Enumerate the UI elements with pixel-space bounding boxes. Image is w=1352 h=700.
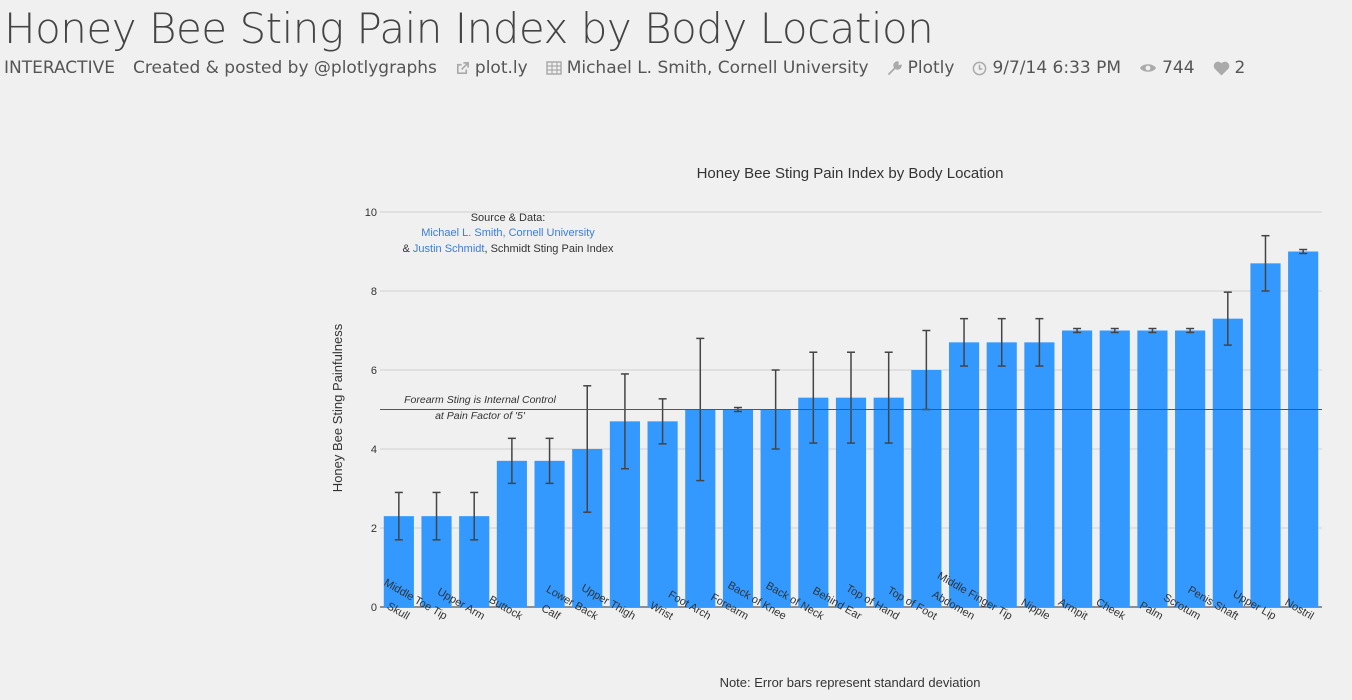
- bar[interactable]: [1024, 342, 1055, 607]
- source-link-schmidt[interactable]: Justin Schmidt: [413, 243, 485, 255]
- error-bar: [1110, 327, 1119, 334]
- error-bar: [507, 437, 516, 485]
- reference-label-line1: Forearm Sting is Internal Control: [404, 394, 556, 406]
- eye-icon: [1139, 62, 1157, 74]
- bars[interactable]: [383, 251, 1319, 608]
- meta-bar: INTERACTIVE Created & posted by @plotlyg…: [4, 56, 1263, 80]
- chart-note: Note: Error bars represent standard devi…: [720, 675, 981, 690]
- data-source[interactable]: Michael L. Smith, Cornell University: [545, 58, 869, 78]
- bar[interactable]: [1250, 263, 1281, 607]
- source-suffix: , Schmidt Sting Pain Index: [484, 243, 614, 255]
- error-bar: [545, 437, 554, 485]
- created-by[interactable]: Created & posted by @plotlygraphs: [133, 58, 437, 78]
- error-bar: [658, 398, 667, 445]
- error-bar: [583, 385, 592, 513]
- likes-info[interactable]: 2: [1213, 58, 1246, 78]
- source-annotation-line1: Source & Data:: [471, 212, 546, 224]
- error-bar: [847, 351, 855, 444]
- error-bar: [997, 317, 1006, 367]
- y-tick-label: 4: [371, 444, 377, 456]
- tool-info[interactable]: Plotly: [887, 58, 955, 78]
- error-bar: [1186, 327, 1195, 334]
- error-bar: [809, 351, 818, 444]
- bar[interactable]: [948, 342, 980, 607]
- y-tick-label: 0: [371, 602, 377, 614]
- error-bar: [1261, 234, 1270, 292]
- error-bar: [1073, 327, 1082, 334]
- y-tick-label: 8: [371, 286, 377, 298]
- wrench-icon: [887, 60, 903, 76]
- views-text: 744: [1162, 58, 1195, 78]
- error-bar: [1148, 327, 1157, 334]
- bar[interactable]: [647, 421, 678, 607]
- interactive-label: INTERACTIVE: [4, 58, 115, 78]
- error-bar: [470, 491, 479, 541]
- bar[interactable]: [1175, 330, 1206, 608]
- bar[interactable]: [1062, 330, 1093, 608]
- error-bar: [960, 317, 969, 367]
- error-bar: [394, 491, 403, 541]
- page-title: Honey Bee Sting Pain Index by Body Locat…: [4, 4, 934, 53]
- table-icon: [545, 61, 562, 75]
- error-bar: [620, 373, 629, 470]
- interactive-text: INTERACTIVE: [4, 58, 115, 78]
- error-bar: [884, 351, 893, 444]
- bar[interactable]: [534, 460, 565, 607]
- bar[interactable]: [1137, 330, 1168, 608]
- source-annotation-line3: & Justin Schmidt, Schmidt Sting Pain Ind…: [403, 243, 614, 255]
- data-source-text[interactable]: Michael L. Smith, Cornell University: [566, 58, 869, 78]
- source-annotation-line2[interactable]: Michael L. Smith, Cornell University: [421, 227, 595, 239]
- views-info: 744: [1139, 58, 1195, 78]
- bar[interactable]: [1099, 330, 1130, 608]
- error-bar: [432, 491, 441, 541]
- error-bar: [1299, 248, 1308, 255]
- chart-title: Honey Bee Sting Pain Index by Body Locat…: [697, 165, 1004, 182]
- y-tick-label: 10: [365, 207, 377, 219]
- error-bar: [1035, 317, 1044, 367]
- plotly-link[interactable]: plot.ly: [455, 58, 528, 78]
- heart-icon[interactable]: [1213, 61, 1230, 76]
- error-bar: [1223, 291, 1232, 346]
- source-prefix: &: [403, 243, 413, 255]
- bar[interactable]: [1288, 251, 1319, 608]
- y-tick-label: 6: [371, 365, 377, 377]
- plotly-link-text[interactable]: plot.ly: [474, 58, 528, 78]
- y-tick-labels: 0 2 4 6 8 10: [365, 207, 377, 614]
- error-bars: [394, 234, 1308, 541]
- created-by-text[interactable]: Created & posted by @plotlygraphs: [132, 58, 437, 78]
- clock-icon: [972, 61, 987, 76]
- bar[interactable]: [496, 460, 527, 607]
- bar[interactable]: [986, 342, 1017, 607]
- bar[interactable]: [722, 409, 754, 608]
- reference-label-line2: at Pain Factor of '5': [435, 410, 526, 422]
- external-link-icon: [455, 61, 470, 76]
- date-text: 9/7/14 6:33 PM: [992, 58, 1122, 78]
- bar[interactable]: [1212, 318, 1243, 607]
- date-info: 9/7/14 6:33 PM: [972, 58, 1121, 78]
- y-tick-label: 2: [371, 523, 377, 535]
- tool-text[interactable]: Plotly: [907, 58, 955, 78]
- likes-text: 2: [1234, 58, 1246, 78]
- y-axis-label: Honey Bee Sting Painfulness: [330, 323, 345, 492]
